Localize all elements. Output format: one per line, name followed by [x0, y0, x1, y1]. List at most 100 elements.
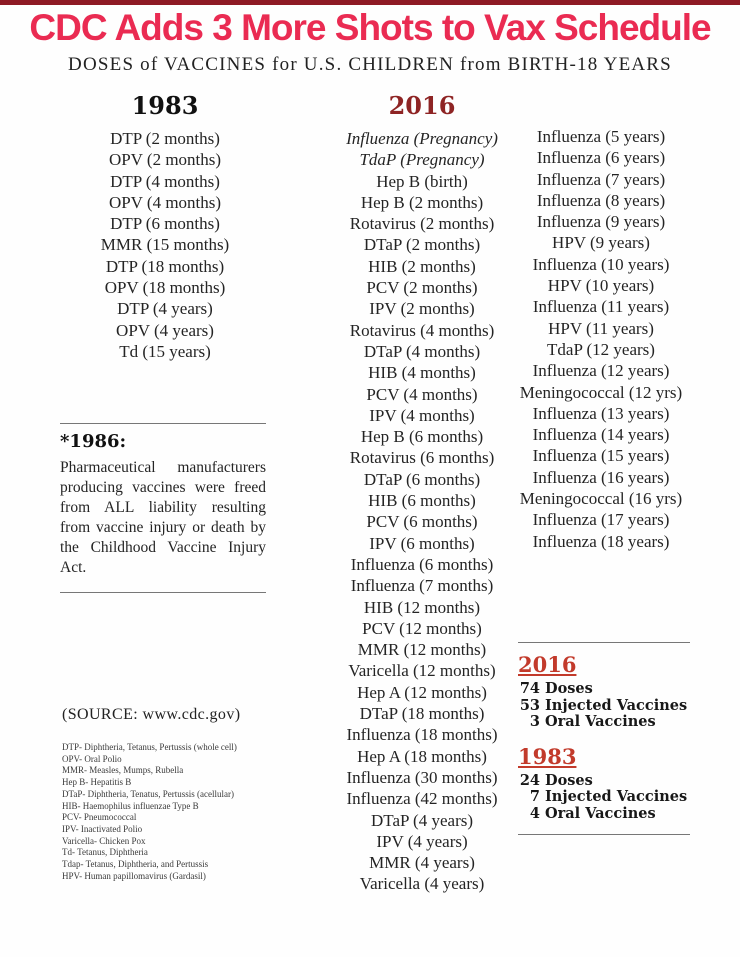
- stat-label: Injected Vaccines: [545, 788, 688, 805]
- vaccine-entry: Hep B (2 months): [360, 192, 484, 212]
- vaccine-entry: DTaP (4 years): [370, 810, 474, 830]
- vaccine-entry: Hep A (18 months): [357, 746, 487, 766]
- abbreviation-entry: HPV- Human papillomavirus (Gardasil): [62, 870, 206, 881]
- vaccine-entry: PCV (2 months): [366, 278, 478, 298]
- stat-label: Oral Vaccines: [545, 713, 656, 730]
- vaccine-entry: Influenza (11 years): [532, 297, 670, 317]
- stat-number: 24: [519, 771, 540, 789]
- column-2016-second: Influenza (5 years) Influenza (6 years) In…: [496, 126, 706, 552]
- vaccine-list-2016-first: Influenza (Pregnancy) TdaP (Pregnancy) Hep…: [308, 128, 536, 895]
- stat-number: 4: [529, 804, 540, 822]
- vaccine-entry: HIB (6 months): [368, 491, 476, 511]
- vaccine-entry: DTP (4 years): [117, 299, 213, 319]
- heading-2016: 2016: [388, 91, 456, 120]
- vaccine-entry: MMR (12 months): [357, 640, 487, 660]
- vaccine-entry: TdaP (Pregnancy): [359, 150, 485, 170]
- vaccine-entry: OPV (4 months): [108, 192, 222, 212]
- vaccine-entry: Influenza (7 years): [536, 169, 666, 189]
- vaccine-entry: HIB (4 months): [368, 363, 476, 383]
- column-2016-first: 2016 Influenza (Pregnancy) TdaP (Pregnanc…: [308, 92, 536, 895]
- stat-number: 3: [529, 713, 540, 730]
- vaccine-entry: Rotavirus (2 months): [349, 214, 495, 234]
- abbreviation-entry: DTP- Diphtheria, Tetanus, Pertussis (who…: [62, 742, 237, 752]
- vaccine-entry: DTaP (4 months): [363, 341, 481, 361]
- abbreviation-entry: DTaP- Diphtheria, Tenatus, Pertussis (ac…: [62, 788, 235, 799]
- vaccine-entry: IPV (4 months): [369, 405, 475, 425]
- vaccine-entry: Influenza (7 months): [350, 576, 494, 596]
- vaccine-entry: IPV (6 months): [369, 533, 475, 553]
- dose-summary: 2016 74 Doses 53 Injected Vaccines 3 Oral V…: [518, 642, 690, 835]
- summary-stat: 7 Injected Vaccines: [518, 788, 690, 806]
- summary-stat: 24 Doses: [518, 771, 690, 790]
- summary-stat: 53 Injected Vaccines: [518, 696, 690, 715]
- vaccine-entry: Influenza (17 years): [532, 510, 670, 530]
- abbreviation-entry: IPV- Inactivated Polio: [62, 823, 143, 834]
- vaccine-entry: IPV (2 months): [369, 299, 475, 319]
- vaccine-entry: Influenza (14 years): [532, 425, 670, 445]
- summary-year-1983: 1983: [518, 743, 577, 769]
- vaccine-list-2016-second: Influenza (5 years) Influenza (6 years) In…: [496, 126, 706, 552]
- stat-number: 7: [529, 788, 540, 805]
- vaccine-entry: OPV (4 years): [116, 320, 214, 340]
- heading-1983: 1983: [131, 91, 199, 120]
- vaccine-entry: OPV (2 months): [108, 150, 222, 170]
- abbreviation-entry: Hep B- Hepatitis B: [62, 777, 132, 788]
- vaccine-entry: PCV (4 months): [366, 384, 478, 404]
- vaccine-entry: DTaP (6 months): [363, 469, 481, 489]
- stat-number: 74: [519, 680, 540, 697]
- vaccine-entry: PCV (12 months): [362, 618, 482, 638]
- summary-stat: 74 Doses: [518, 680, 690, 698]
- abbreviation-entry: HIB- Haemophilus influenzae Type B: [62, 800, 199, 811]
- abbreviation-entry: MMR- Measles, Mumps, Rubella: [62, 765, 184, 776]
- summary-year-2016: 2016: [518, 652, 577, 677]
- vaccine-entry: DTP (18 months): [105, 256, 225, 276]
- vaccine-entry: Td (15 years): [119, 341, 211, 361]
- vaccine-entry: OPV (18 months): [104, 278, 226, 298]
- stat-label: Oral Vaccines: [545, 804, 656, 822]
- summary-block-1983: 1983 24 Doses 7 Injected Vaccines 4 Oral Va…: [518, 743, 690, 823]
- abbreviation-entry: Varicella- Chicken Pox: [62, 835, 146, 846]
- vaccine-entry: Influenza (16 years): [532, 467, 670, 487]
- vaccine-entry: Varicella (12 months): [348, 661, 496, 681]
- stat-label: Doses: [545, 680, 593, 697]
- note-1986: *1986: Pharmaceutical manufacturers prod…: [60, 423, 266, 593]
- vaccine-entry: Influenza (6 years): [536, 148, 666, 168]
- abbreviation-entry: Td- Tetanus, Diphtheria: [62, 847, 148, 858]
- vaccine-entry: Influenza (6 months): [350, 554, 494, 574]
- vaccine-entry: DTaP (2 months): [363, 235, 481, 255]
- vaccine-entry: Influenza (12 years): [532, 361, 670, 381]
- abbreviation-entry: OPV- Oral Polio: [62, 753, 122, 764]
- vaccine-entry: Meningococcal (16 yrs): [519, 489, 683, 509]
- vaccine-entry: Influenza (15 years): [532, 446, 670, 466]
- vaccine-entry: HPV (10 years): [547, 276, 655, 296]
- page-subtitle: DOSES of VACCINES for U.S. CHILDREN from…: [68, 54, 672, 75]
- vaccine-entry: MMR (4 years): [369, 853, 475, 873]
- note-1986-heading: *1986:: [60, 431, 127, 452]
- vaccine-entry: HIB (2 months): [368, 256, 476, 276]
- stat-label: Injected Vaccines: [545, 696, 688, 714]
- vaccine-list-1983: DTP (2 months) OPV (2 months) DTP (4 month…: [60, 128, 270, 362]
- vaccine-entry: Influenza (18 years): [532, 531, 670, 551]
- vaccine-entry: PCV (6 months): [366, 512, 478, 532]
- abbreviation-key: DTP- Diphtheria, Tetanus, Pertussis (who…: [62, 742, 302, 882]
- summary-stat: 3 Oral Vaccines: [518, 713, 690, 731]
- vaccine-entry: Influenza (42 months): [346, 789, 498, 809]
- summary-block-2016: 2016 74 Doses 53 Injected Vaccines 3 Oral V…: [518, 653, 690, 731]
- vaccine-entry: Hep A (12 months): [357, 682, 487, 702]
- vaccine-entry: HPV (11 years): [548, 318, 654, 338]
- abbreviation-entry: PCV- Pneumococcal: [62, 812, 137, 823]
- vaccine-entry: HPV (9 years): [552, 233, 650, 253]
- column-1983: 1983 DTP (2 months) OPV (2 months) DTP (4 …: [60, 92, 270, 362]
- vaccine-entry: Influenza (10 years): [532, 254, 670, 274]
- vaccine-entry: Rotavirus (4 months): [349, 320, 495, 340]
- vaccine-entry: MMR (15 months): [100, 235, 230, 255]
- vaccine-entry: Influenza (30 months): [346, 767, 498, 787]
- vaccine-entry: Varicella (4 years): [359, 874, 485, 894]
- vaccine-entry: DTP (4 months): [110, 171, 220, 191]
- vaccine-entry: IPV (4 years): [376, 831, 468, 851]
- vaccine-entry: DTP (6 months): [110, 214, 220, 234]
- vaccine-entry: Hep B (6 months): [360, 427, 484, 447]
- stat-number: 53: [519, 696, 540, 714]
- vaccine-entry: HIB (12 months): [363, 597, 481, 617]
